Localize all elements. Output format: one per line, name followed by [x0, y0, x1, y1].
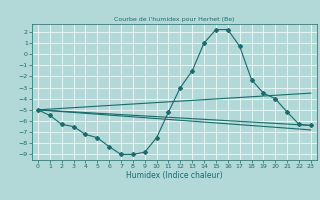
X-axis label: Humidex (Indice chaleur): Humidex (Indice chaleur)	[126, 171, 223, 180]
Title: Courbe de l'humidex pour Herhet (Be): Courbe de l'humidex pour Herhet (Be)	[114, 17, 235, 22]
